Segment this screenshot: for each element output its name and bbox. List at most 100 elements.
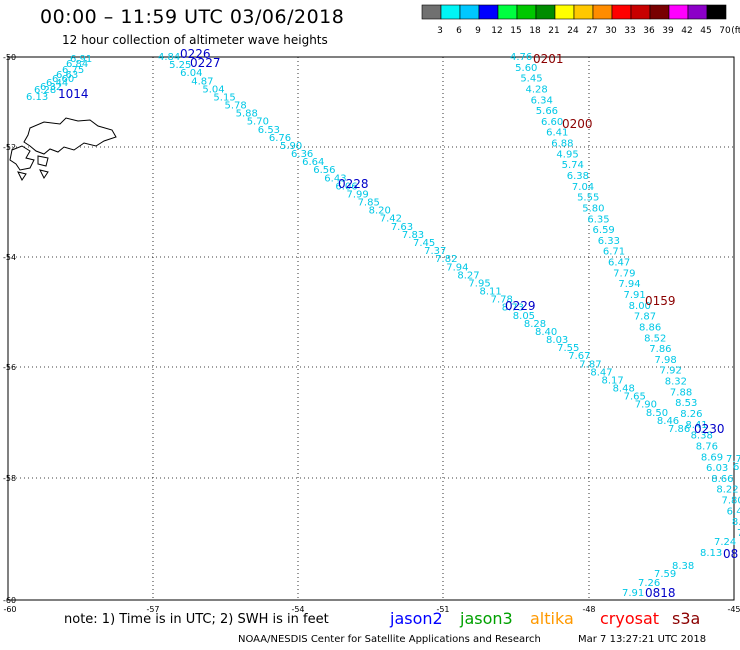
track-time-label: 1014	[58, 87, 89, 101]
wave-height-value: 6.36	[291, 149, 313, 160]
wave-height-value: 7.65	[624, 392, 646, 403]
wave-height-value: 5.04	[202, 84, 224, 95]
satellite-legend-altika: altika	[530, 609, 574, 628]
track-0228: 0228	[338, 177, 369, 191]
wave-height-value: 6.13	[26, 92, 48, 103]
colorbar-tick-label: 33	[624, 26, 635, 36]
wave-height-value: 5.74	[562, 160, 584, 171]
latitude-tick-label: -54	[3, 253, 16, 262]
map-frame	[7, 56, 735, 601]
wave-height-value: 6.84	[66, 59, 88, 70]
wave-height-value: 6.75	[62, 65, 84, 76]
wave-height-value: 6.38	[567, 171, 589, 182]
wave-height-value: 8.32	[665, 377, 687, 388]
colorbar-tick-label: 9	[475, 26, 481, 36]
latitude-tick-label: -58	[3, 474, 16, 483]
track-time-label: 0226	[180, 47, 211, 61]
wave-height-value: 7.59	[654, 569, 676, 580]
wave-height-value: 6.64	[302, 157, 324, 168]
wave-height-value: 6.71	[603, 247, 625, 258]
wave-height-value: 6.59	[593, 225, 615, 236]
wave-height-value: 8.66	[711, 474, 733, 485]
wave-height-value: 6.03	[706, 463, 728, 474]
colorbar-tick-label: 30	[605, 26, 617, 36]
wave-height-value: 6.33	[598, 236, 620, 247]
colorbar-tick-label: 39	[662, 26, 674, 36]
wave-height-value: 6.28	[34, 85, 56, 96]
satellite-legend-s3a: s3a	[672, 609, 701, 628]
colorbar-tick-label: 6	[456, 26, 462, 36]
wave-height-value: 7.88	[670, 387, 692, 398]
wave-height-value: 8.38	[691, 431, 713, 442]
wave-height-value: 8.76	[696, 441, 718, 452]
generated-timestamp: Mar 7 13:27:21 UTC 2018	[578, 634, 707, 645]
colorbar-tick-label: 3	[437, 26, 443, 36]
longitude-tick-label: -51	[436, 605, 449, 614]
wave-height-value: 7.82	[435, 254, 457, 265]
wave-height-value: 6.60	[733, 462, 740, 473]
wave-height-value: 8.20	[369, 206, 391, 217]
wave-height-value: 4.28	[525, 84, 547, 95]
wave-height-value: 8.22	[716, 485, 738, 496]
wave-height-value: 8.00	[629, 301, 651, 312]
wave-height-value: 8.03	[546, 335, 568, 346]
wave-height-value: 7.90	[635, 400, 657, 411]
wave-height-value: 8.40	[535, 327, 557, 338]
wave-height-value: 7.52	[737, 528, 740, 539]
wave-height-value: 7.04	[572, 182, 594, 193]
wave-height-value: 4.95	[556, 149, 578, 160]
wave-height-value: 7.87	[634, 312, 656, 323]
track-time-label: 08	[723, 547, 738, 561]
track-0201: 4.765.605.454.286.345.666.606.416.884.95…	[510, 52, 740, 539]
wave-height-value: 7.42	[380, 214, 402, 225]
longitude-tick-label: -57	[146, 605, 159, 614]
colorbar-tick-label: 24	[567, 26, 579, 36]
wave-height-value: 8.48	[613, 384, 635, 395]
track-0226: 4.845.256.044.875.045.155.785.885.706.53…	[158, 47, 690, 435]
wave-height-value: 6.35	[587, 214, 609, 225]
wave-height-value: 5.25	[169, 60, 191, 71]
wave-height-value: 6.43	[324, 173, 346, 184]
wave-height-value: 5.88	[236, 109, 258, 120]
wave-height-value: 7.26	[638, 578, 660, 589]
wave-height-value: 5.15	[213, 92, 235, 103]
wave-height-value: 7.99	[346, 189, 368, 200]
wave-height-value: 7.45	[413, 238, 435, 249]
track-time-label: 0230	[694, 422, 725, 436]
satellite-legend-jason3: jason3	[460, 609, 513, 628]
track-time-label: 0818	[645, 586, 676, 600]
wave-height-value: 8.13	[700, 548, 722, 559]
wave-height-value: 7.91	[622, 588, 644, 599]
wave-height-value: 6.91	[70, 54, 92, 65]
wave-height-value: 7.94	[446, 262, 468, 273]
colorbar-unit: (ft)	[731, 26, 740, 36]
wave-height-value: 4.84	[158, 52, 180, 63]
wave-height-value: 8.96	[732, 517, 740, 528]
page-title: 00:00 – 11:59 UTC 03/06/2018	[40, 6, 345, 28]
wave-height-value: 5.45	[520, 74, 542, 85]
longitude-tick-label: -48	[582, 605, 595, 614]
wave-height-value: 7.95	[468, 278, 490, 289]
colorbar-tick-label: 15	[510, 26, 521, 36]
wave-height-value: 8.11	[480, 287, 502, 298]
page-subtitle: 12 hour collection of altimeter wave hei…	[62, 33, 328, 47]
wave-height-value: 8.47	[590, 367, 612, 378]
satellite-legend-jason2: jason2	[390, 609, 443, 628]
track-time-label: 0159	[645, 294, 676, 308]
colorbar-tick-label: 45	[700, 26, 711, 36]
wave-height-value: 8.38	[672, 561, 694, 572]
track-1014: 6.916.846.756.636.606.446.326.286.13 1014	[26, 54, 92, 103]
wave-height-value: 5.66	[536, 106, 558, 117]
wave-height-value: 6.53	[258, 125, 280, 136]
credit-line: NOAA/NESDIS Center for Satellite Applica…	[238, 634, 541, 645]
wave-height-value: 8.27	[457, 270, 479, 281]
land-falkland-islands: Falkland Islands	[9, 117, 117, 181]
wave-height-value: 7.98	[654, 355, 676, 366]
track-time-label: 0201	[533, 52, 564, 66]
track-08: 08	[723, 547, 738, 561]
wave-height-value: 6.63	[56, 70, 78, 81]
wave-height-value: 6.48	[727, 506, 740, 517]
wave-height-value: 7.55	[557, 343, 579, 354]
wave-height-value: 6.04	[180, 68, 202, 79]
